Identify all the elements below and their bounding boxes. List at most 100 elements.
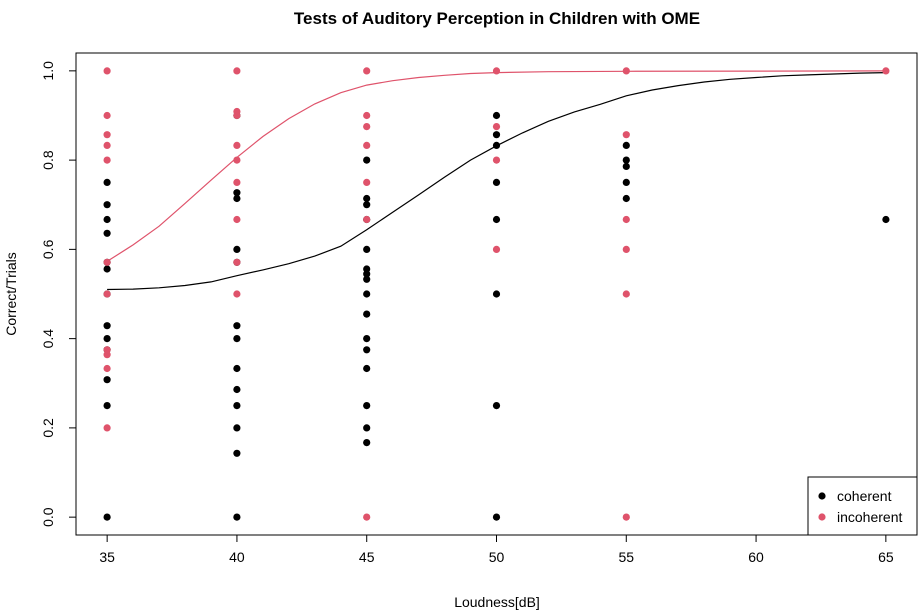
- point-incoherent: [363, 178, 371, 186]
- point-coherent: [622, 194, 630, 203]
- point-coherent: [103, 322, 111, 330]
- point-coherent: [103, 513, 111, 521]
- y-tick-label: 0.2: [40, 418, 56, 438]
- point-coherent: [492, 290, 501, 298]
- point-coherent: [233, 424, 241, 432]
- point-coherent: [103, 376, 111, 384]
- point-coherent: [233, 364, 241, 373]
- point-coherent: [233, 402, 241, 410]
- point-incoherent: [233, 258, 241, 266]
- point-coherent: [492, 111, 501, 120]
- point-coherent: [363, 201, 371, 209]
- x-tick-label: 55: [618, 549, 634, 565]
- point-incoherent: [622, 290, 630, 298]
- x-axis-label: Loudness[dB]: [454, 594, 540, 610]
- point-coherent: [103, 201, 111, 209]
- y-tick-label: 1.0: [40, 61, 56, 81]
- point-coherent: [233, 189, 241, 197]
- point-coherent: [233, 513, 241, 521]
- point-incoherent: [103, 258, 111, 266]
- point-incoherent: [233, 141, 241, 149]
- legend-marker-incoherent: [818, 513, 826, 521]
- point-coherent: [492, 131, 501, 139]
- point-coherent: [492, 178, 501, 186]
- point-incoherent: [103, 351, 111, 359]
- point-incoherent: [622, 513, 630, 521]
- point-coherent: [363, 275, 371, 283]
- point-incoherent: [103, 364, 111, 373]
- point-coherent: [363, 156, 371, 164]
- point-coherent: [363, 310, 371, 318]
- point-coherent: [363, 290, 371, 298]
- point-incoherent: [622, 215, 630, 224]
- point-coherent: [233, 385, 241, 394]
- point-coherent: [622, 178, 630, 186]
- point-coherent: [622, 156, 630, 164]
- point-coherent: [363, 364, 371, 373]
- chart-title: Tests of Auditory Perception in Children…: [294, 9, 700, 28]
- point-coherent: [363, 270, 371, 278]
- point-incoherent: [363, 111, 371, 120]
- point-incoherent: [103, 424, 111, 432]
- point-incoherent: [103, 67, 111, 75]
- point-coherent: [492, 141, 501, 149]
- legend-box: [807, 476, 918, 536]
- point-incoherent: [622, 245, 630, 253]
- point-incoherent: [363, 215, 371, 224]
- legend-marker-coherent: [818, 492, 826, 500]
- point-coherent: [622, 141, 630, 149]
- point-coherent: [233, 449, 241, 457]
- legend-label-coherent: coherent: [837, 488, 892, 504]
- x-axis: 35 40 45 50 55 60 65: [99, 534, 894, 565]
- point-incoherent: [622, 131, 630, 139]
- point-incoherent: [363, 513, 371, 521]
- point-coherent: [492, 402, 501, 410]
- point-coherent: [103, 215, 111, 224]
- point-coherent: [363, 439, 371, 447]
- point-coherent: [882, 215, 890, 224]
- point-incoherent: [363, 123, 371, 131]
- point-coherent: [103, 229, 111, 237]
- point-incoherent: [492, 245, 501, 253]
- point-incoherent: [622, 67, 630, 75]
- point-incoherent: [233, 215, 241, 224]
- x-tick-label: 45: [359, 549, 375, 565]
- y-tick-label: 0.0: [40, 507, 56, 527]
- x-tick-label: 40: [229, 549, 245, 565]
- point-coherent: [103, 265, 111, 273]
- point-incoherent: [233, 156, 241, 164]
- point-coherent: [363, 346, 371, 354]
- point-incoherent: [233, 290, 241, 298]
- y-axis-label: Correct/Trials: [3, 252, 19, 336]
- point-coherent: [233, 335, 241, 343]
- y-tick-label: 0.6: [40, 239, 56, 259]
- x-tick-label: 60: [748, 549, 764, 565]
- point-coherent: [103, 335, 111, 343]
- point-coherent: [363, 194, 371, 203]
- point-coherent: [363, 402, 371, 410]
- point-coherent: [233, 194, 241, 203]
- point-incoherent: [363, 141, 371, 149]
- point-coherent: [363, 424, 371, 432]
- x-tick-label: 65: [878, 549, 894, 565]
- point-incoherent: [103, 111, 111, 120]
- point-incoherent: [103, 131, 111, 139]
- point-incoherent: [103, 156, 111, 164]
- point-coherent: [622, 162, 630, 170]
- point-incoherent: [492, 67, 501, 75]
- legend: coherent incoherent: [807, 476, 918, 536]
- y-axis: 0.0 0.2 0.4 0.6 0.8 1.0: [40, 61, 77, 527]
- point-coherent: [363, 335, 371, 343]
- point-incoherent: [233, 178, 241, 186]
- point-coherent: [363, 245, 371, 253]
- point-incoherent: [233, 111, 241, 120]
- point-incoherent: [233, 67, 241, 75]
- curve-incoherent: [106, 70, 886, 262]
- point-coherent: [103, 178, 111, 186]
- legend-label-incoherent: incoherent: [837, 509, 902, 525]
- data-points: [103, 67, 890, 521]
- point-incoherent: [492, 123, 501, 131]
- point-incoherent: [363, 67, 371, 75]
- point-incoherent: [882, 67, 890, 75]
